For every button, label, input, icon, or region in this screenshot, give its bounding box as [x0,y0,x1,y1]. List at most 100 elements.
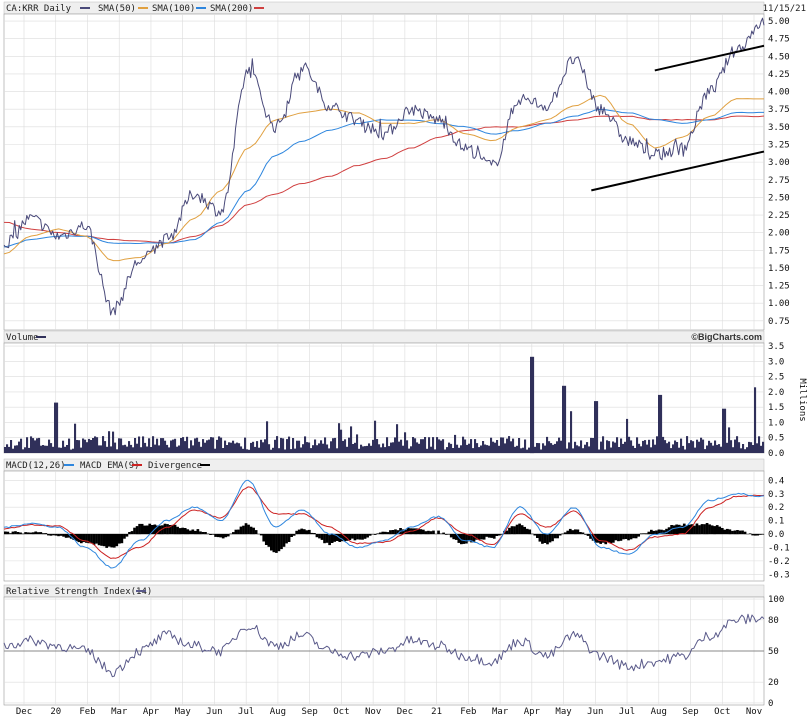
macd-divergence-bar-291 [741,530,744,534]
volume-bar-316 [636,437,639,453]
volume-bar-189 [382,443,385,453]
volume-bar-313 [630,440,633,453]
volume-bar-256 [516,445,519,453]
volume-bar-329 [662,436,665,453]
volume-bar-119 [242,448,245,453]
macd-divergence-bar-235 [599,534,603,544]
volume-bar-102 [208,439,211,453]
macd-divergence-bar-95 [244,523,248,535]
bigcharts-brand: ©BigCharts.com [691,332,762,342]
volume-bar-17 [38,437,41,453]
volume-bar-237 [478,447,481,453]
volume-bar-145 [294,448,297,453]
macd-divergence-bar-194 [495,534,499,536]
macd-divergence-bar-288 [733,530,737,535]
macd-divergence-bar-294 [748,533,752,534]
macd-divergence-bar-56 [145,525,149,534]
macd-divergence-bar-272 [693,525,696,535]
volume-bar-78 [160,438,163,453]
macd-divergence-bar-226 [576,529,580,534]
macd-divergence-bar-172 [439,533,443,534]
macd-divergence-bar-118 [302,529,306,534]
macd-divergence-bar-241 [614,534,618,541]
volume-bar-45 [94,436,97,453]
x-tick-label-2: Feb [79,707,95,717]
macd-divergence-bar-65 [168,525,172,534]
volume-bar-67 [138,436,141,453]
volume-bar-236 [476,443,479,453]
volume-bar-60 [124,444,127,453]
x-tick-label-5: May [175,707,192,717]
macd-divergence-bar-153 [391,530,395,534]
macd-divergence-bar-246 [627,534,630,541]
volume-bar-14 [32,438,35,453]
volume-bar-245 [494,442,497,453]
macd-divergence-bar-120 [308,529,311,534]
macd-divergence-bar-106 [272,534,276,553]
macd-divergence-bar-16 [44,533,48,535]
macd-divergence-bar-217 [553,534,557,539]
volume-bar-0 [4,447,7,453]
volume-bar-255 [514,446,517,453]
macd-divergence-histogram [4,523,765,553]
macd-divergence-bar-175 [447,534,451,535]
volume-bar-127 [258,447,261,453]
volume-bar-117 [238,443,241,453]
x-tick-label-4: Apr [143,707,160,717]
volume-bar-76 [156,438,159,453]
macd-divergence-bar-2 [9,533,12,534]
macd-divergence-bar-243 [619,534,623,541]
volume-bar-74 [152,436,155,453]
macd-divergence-bar-269 [685,525,689,534]
volume-bar-250 [504,443,507,453]
volume-bar-153 [310,448,313,453]
volume-bar-311 [626,418,629,453]
volume-bar-6 [16,445,19,453]
volume-bar-43 [90,440,93,453]
volume-bar-337 [678,447,681,453]
volume-bar-114 [232,440,235,453]
macd-divergence-bar-281 [715,525,719,534]
macd-divergence-bar-83 [214,534,217,537]
volume-bar-357 [718,444,721,453]
y-tick-label-1: 1.00 [768,299,790,309]
macd-divergence-bar-140 [358,534,362,540]
price-panel [3,13,765,331]
volume-bar-303 [610,447,613,453]
volume-bar-328 [660,394,663,453]
volume-bar-301 [606,440,609,453]
volume-bar-295 [594,401,597,453]
macd-divergence-bar-284 [723,529,727,534]
macd-divergence-bar-135 [346,534,349,541]
macd-divergence-bar-171 [437,530,440,534]
macd-divergence-bar-35 [92,534,96,545]
volume-bar-68 [140,447,143,453]
macd-divergence-bar-69 [178,528,182,535]
volume-bar-133 [270,449,273,453]
volume-bar-81 [166,444,169,453]
macd-divergence-bar-163 [416,528,420,534]
macd-divergence-bar-23 [62,534,65,537]
macd-divergence-bar-61 [158,525,162,535]
macd-divergence-bar-112 [287,534,291,542]
volume-bar-180 [364,446,367,453]
macd-divergence-bar-102 [262,534,266,542]
volume-bar-379 [762,441,765,453]
macd-divergence-bar-12 [34,531,38,534]
volume-bar-326 [656,436,659,453]
macd-divergence-bar-182 [465,534,468,544]
macd-divergence-bar-207 [528,529,532,535]
macd-divergence-bar-130 [333,534,337,542]
macd-divergence-bar-290 [738,530,742,534]
y-tick-label-1: 20 [768,678,779,688]
macd-divergence-bar-136 [348,534,352,541]
macd-divergence-bar-251 [639,533,643,535]
volume-y-axis: 0.0 0.5 1.0 1.5 2.0 2.5 3.0 3.5 [768,342,784,459]
volume-bar-322 [648,439,651,453]
macd-divergence-bar-18 [49,534,53,536]
price-series-line-3 [3,115,765,244]
macd-divergence-bar-176 [449,534,453,538]
y-tick-label-6: 2.25 [768,211,790,221]
macd-divergence-bar-190 [485,534,489,537]
macd-divergence-bar-47 [123,534,126,539]
